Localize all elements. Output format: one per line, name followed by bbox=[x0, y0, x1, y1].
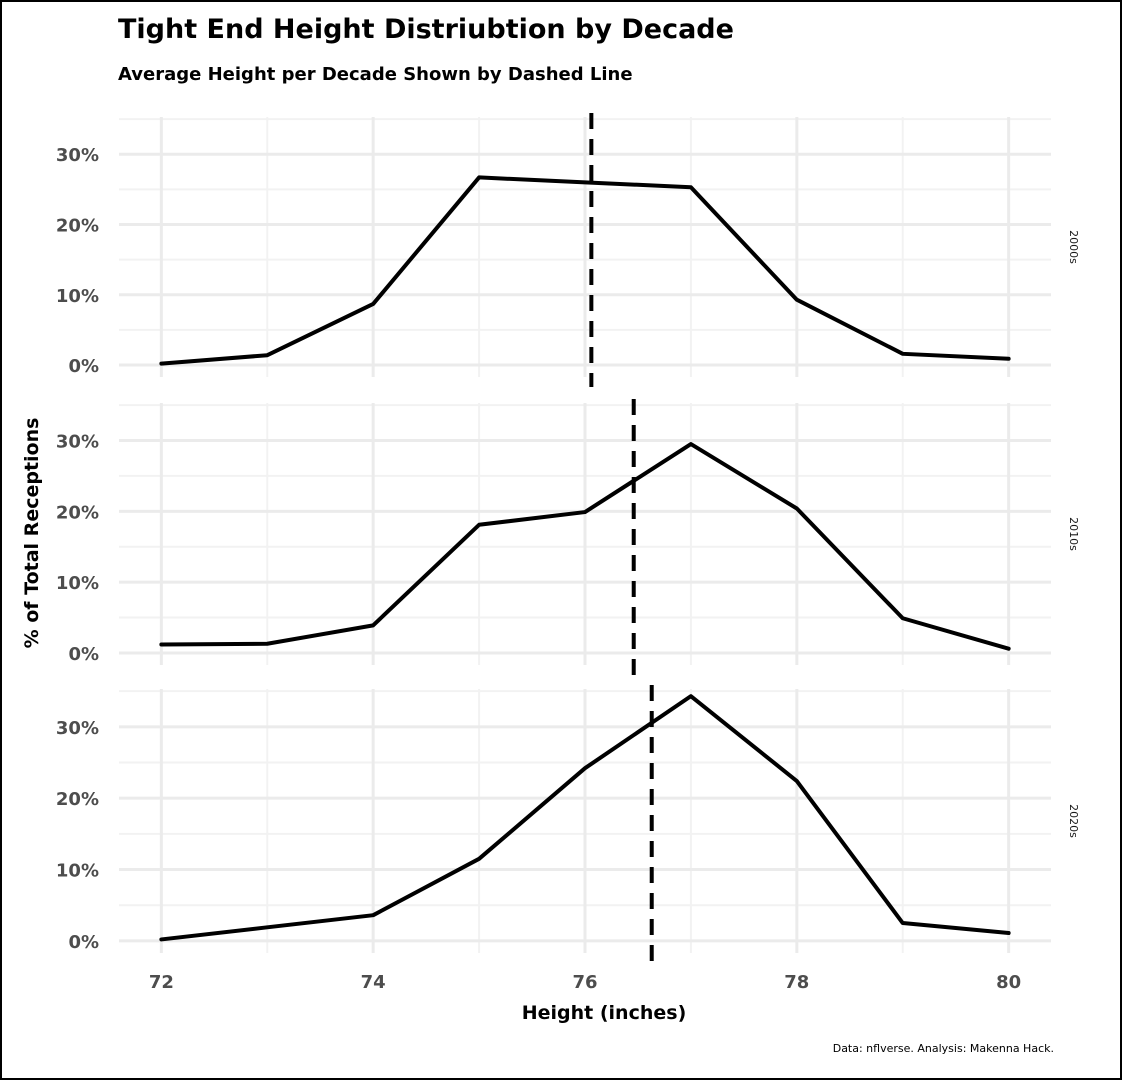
y-tick-label: 10% bbox=[56, 861, 99, 882]
chart-subtitle: Average Height per Decade Shown by Dashe… bbox=[118, 64, 633, 85]
y-tick-label: 10% bbox=[56, 286, 99, 307]
y-tick-label: 0% bbox=[68, 644, 99, 665]
y-tick-label: 0% bbox=[68, 932, 99, 953]
panel-2010s: 0% 10% 20% 30% 2010s bbox=[56, 399, 1080, 675]
x-axis-title: Height (inches) bbox=[522, 1002, 687, 1024]
x-tick-label: 76 bbox=[572, 972, 597, 993]
facet-label-2020s: 2020s bbox=[1067, 804, 1080, 838]
y-tick-label: 30% bbox=[56, 145, 99, 166]
y-tick-label: 20% bbox=[56, 502, 99, 523]
series-line-2010s bbox=[159, 442, 1011, 651]
x-tick-label: 74 bbox=[361, 972, 386, 993]
facet-label-2010s: 2010s bbox=[1067, 517, 1080, 551]
y-tick-label: 0% bbox=[68, 356, 99, 377]
y-tick-label: 20% bbox=[56, 216, 99, 237]
y-tick-label: 10% bbox=[56, 573, 99, 594]
x-tick-label: 72 bbox=[149, 972, 174, 993]
y-tick-label: 20% bbox=[56, 789, 99, 810]
y-tick-label: 30% bbox=[56, 432, 99, 453]
y-tick-label: 30% bbox=[56, 718, 99, 739]
panel-2000s: 0% 10% 20% 30% 2000s bbox=[56, 113, 1080, 387]
facet-label-2000s: 2000s bbox=[1067, 230, 1080, 264]
chart-caption: Data: nflverse. Analysis: Makenna Hack. bbox=[832, 1042, 1054, 1055]
series-line-2020s bbox=[159, 694, 1011, 942]
chart-title: Tight End Height Distriubtion by Decade bbox=[118, 14, 734, 45]
panel-2020s: 0% 10% 20% 30% 2020s bbox=[56, 685, 1080, 963]
x-tick-label: 78 bbox=[784, 972, 809, 993]
y-axis-title: % of Total Receptions bbox=[21, 418, 43, 649]
x-tick-label: 80 bbox=[996, 972, 1021, 993]
series-line-2000s bbox=[159, 175, 1011, 366]
